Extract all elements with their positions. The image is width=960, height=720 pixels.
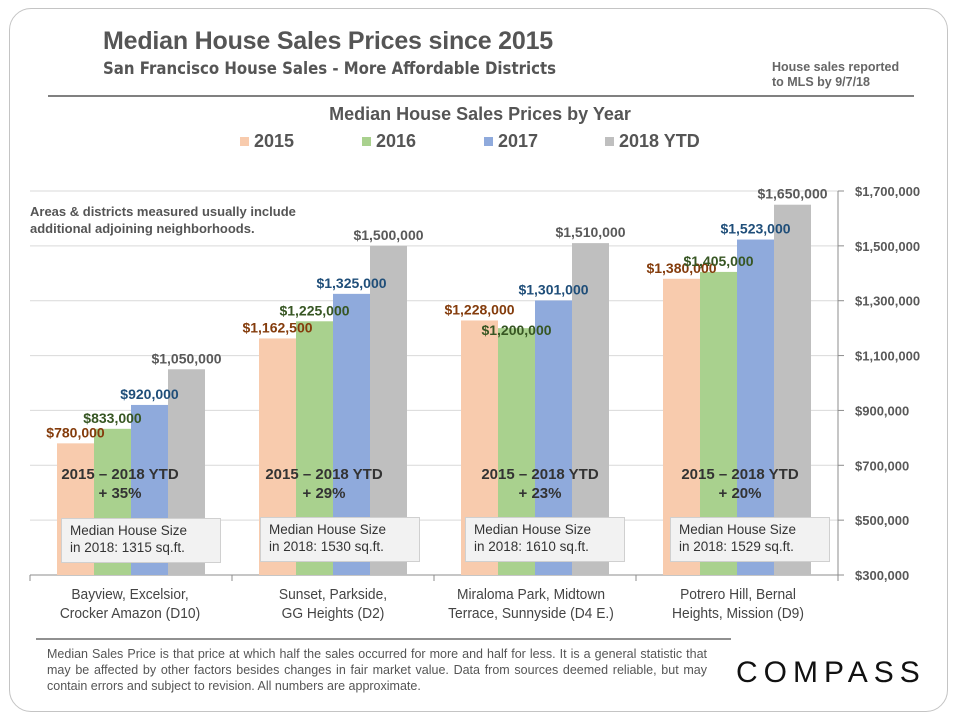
compass-logo: COMPASS (736, 656, 926, 689)
house-size-line1: Median House Size (474, 522, 592, 537)
change-label-d4e: 2015 – 2018 YTD + 23% (450, 465, 630, 503)
data-label: $780,000 (46, 424, 105, 440)
y-tick-label: $300,000 (855, 568, 909, 583)
category-label-line2: Heights, Mission (D9) (672, 605, 804, 622)
category-label-line1: Miraloma Park, Midtown (456, 586, 606, 603)
data-date-note-line1: House sales reported (772, 60, 900, 74)
change-label-line1: 2015 – 2018 YTD (265, 466, 383, 483)
data-label: $1,228,000 (444, 301, 514, 317)
change-label-line2: + 20% (718, 485, 762, 502)
areas-note-line1: Areas & districts measured usually inclu… (30, 204, 296, 219)
category-label-line1: Sunset, Parkside, (278, 586, 388, 603)
y-tick-label: $1,700,000 (855, 184, 920, 199)
data-label: $1,510,000 (555, 224, 625, 240)
data-label: $1,500,000 (353, 227, 423, 243)
disclaimer-text: Median Sales Price is that price at whic… (47, 647, 707, 693)
y-tick-label: $1,100,000 (855, 349, 920, 364)
house-size-line2: in 2018: 1529 sq.ft. (679, 539, 794, 554)
data-label: $1,405,000 (683, 253, 753, 269)
legend-swatch-2015 (240, 137, 249, 146)
header-divider (48, 95, 914, 97)
legend-swatch-2017 (484, 137, 493, 146)
house-size-box-d2: Median House Size in 2018: 1530 sq.ft. (260, 517, 420, 562)
data-label: $1,380,000 (646, 260, 716, 276)
legend-swatch-2018-ytd (605, 137, 614, 146)
data-label: $1,301,000 (518, 281, 588, 297)
data-label: $1,200,000 (481, 322, 551, 338)
y-tick-label: $1,500,000 (855, 239, 920, 254)
bar-2018-ytd (774, 204, 811, 575)
data-date-note-line2: to MLS by 9/7/18 (772, 75, 870, 89)
areas-note-line2: additional adjoining neighborhoods. (30, 221, 255, 236)
category-label-line1: Potrero Hill, Bernal (680, 586, 796, 603)
legend-item-2016: 2016 (362, 131, 416, 152)
page-subtitle: San Francisco House Sales - More Afforda… (103, 59, 557, 79)
legend-label-2017: 2017 (498, 131, 539, 151)
legend-label-2018-ytd: 2018 YTD (619, 131, 700, 151)
legend-label-2016: 2016 (376, 131, 417, 151)
data-label: $1,050,000 (151, 350, 221, 366)
legend-swatch-2016 (362, 137, 371, 146)
data-label: $1,325,000 (316, 275, 386, 291)
change-label-d2: 2015 – 2018 YTD + 29% (234, 465, 414, 503)
data-label: $920,000 (120, 386, 179, 402)
data-label: $833,000 (83, 410, 142, 426)
change-label-line1: 2015 – 2018 YTD (681, 466, 799, 483)
y-tick-label: $700,000 (855, 458, 909, 473)
category-label-line2: Terrace, Sunnyside (D4 E.) (448, 605, 614, 622)
chart-legend: 2015 2016 2017 2018 YTD (240, 131, 720, 153)
areas-note: Areas & districts measured usually inclu… (30, 203, 296, 237)
category-label-d10: Bayview, Excelsior, Crocker Amazon (D10) (43, 585, 218, 623)
data-label: $1,225,000 (279, 302, 349, 318)
y-tick-label: $1,300,000 (855, 294, 920, 309)
legend-label-2015: 2015 (254, 131, 295, 151)
data-label: $1,650,000 (757, 186, 827, 202)
change-label-line1: 2015 – 2018 YTD (61, 466, 179, 483)
house-size-line1: Median House Size (679, 522, 797, 537)
legend-item-2015: 2015 (240, 131, 294, 152)
category-label-line2: Crocker Amazon (D10) (59, 605, 201, 622)
y-tick-label: $900,000 (855, 403, 909, 418)
data-label: $1,523,000 (720, 221, 790, 237)
change-label-line2: + 23% (518, 485, 562, 502)
slide-frame (9, 8, 948, 712)
chart-title: Median House Sales Prices by Year (329, 104, 631, 124)
house-size-box-d9: Median House Size in 2018: 1529 sq.ft. (670, 517, 830, 562)
category-label-d4e: Miraloma Park, Midtown Terrace, Sunnysid… (444, 585, 619, 623)
change-label-line1: 2015 – 2018 YTD (481, 466, 599, 483)
category-label-line1: Bayview, Excelsior, (71, 586, 189, 603)
house-size-line1: Median House Size (70, 523, 188, 538)
house-size-line1: Median House Size (269, 522, 387, 537)
house-size-line2: in 2018: 1315 sq.ft. (70, 540, 185, 555)
category-label-line2: GG Heights (D2) (281, 605, 385, 622)
data-date-note: House sales reported to MLS by 9/7/18 (772, 60, 899, 90)
change-label-d10: 2015 – 2018 YTD + 35% (30, 465, 210, 503)
page-title: Median House Sales Prices since 2015 (103, 27, 553, 55)
house-size-box-d10: Median House Size in 2018: 1315 sq.ft. (61, 518, 221, 563)
footer-divider (36, 638, 731, 640)
category-label-d2: Sunset, Parkside, GG Heights (D2) (246, 585, 421, 623)
category-label-d9: Potrero Hill, Bernal Heights, Mission (D… (651, 585, 826, 623)
house-size-line2: in 2018: 1610 sq.ft. (474, 539, 589, 554)
legend-item-2018-ytd: 2018 YTD (605, 131, 700, 152)
change-label-line2: + 35% (98, 485, 142, 502)
house-size-box-d4e: Median House Size in 2018: 1610 sq.ft. (465, 517, 625, 562)
y-tick-label: $500,000 (855, 513, 909, 528)
data-label: $1,162,500 (242, 319, 312, 335)
legend-item-2017: 2017 (484, 131, 538, 152)
change-label-line2: + 29% (302, 485, 346, 502)
house-size-line2: in 2018: 1530 sq.ft. (269, 539, 384, 554)
change-label-d9: 2015 – 2018 YTD + 20% (650, 465, 830, 503)
